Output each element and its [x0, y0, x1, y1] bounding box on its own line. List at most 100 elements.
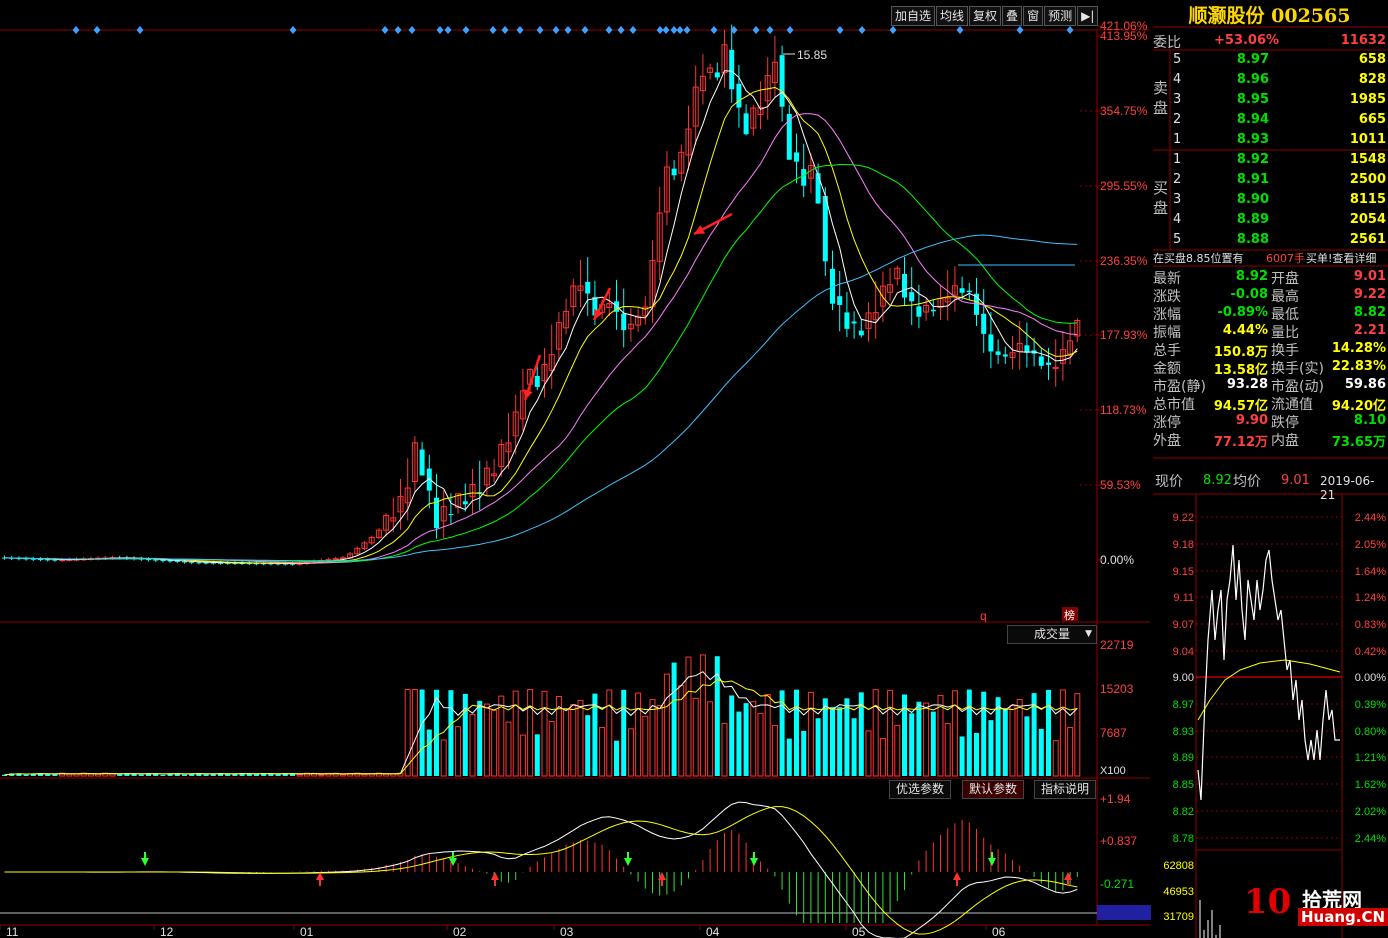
order-ratio-value: +53.06% [1214, 33, 1280, 48]
candle-body [45, 559, 51, 561]
watermark-number: 10 [1244, 882, 1292, 922]
candle-body [254, 563, 259, 565]
candle-body [52, 559, 58, 561]
candle-body [872, 312, 879, 321]
default-params-button[interactable]: 默认参数 [962, 780, 1025, 799]
volume-bar [23, 774, 29, 776]
x-axis-label-7: 06 [992, 925, 1006, 938]
intraday-pct-tick-11: 2.02% [1355, 806, 1386, 818]
quote-label2-9: 内盘 [1271, 433, 1299, 449]
volume-bar [736, 711, 742, 776]
intraday-pct-tick-6: 0.00% [1355, 672, 1386, 684]
volume-bar [189, 773, 195, 776]
toolbar-btn-1[interactable]: 均线 [936, 6, 969, 26]
main-pct-label-7: 59.53% [1100, 478, 1141, 492]
collapse-panel-button[interactable]: ▶| [1077, 6, 1099, 26]
intraday-price-tick-3: 9.11 [1173, 592, 1194, 604]
buy-volume-1: 1548 [1349, 152, 1386, 167]
signal-diamond [136, 26, 144, 34]
buy-level-4: 4 [1173, 212, 1182, 227]
toolbar-btn-3[interactable]: 叠 [1002, 6, 1023, 26]
toolbar-btn-5[interactable]: 预测 [1044, 6, 1077, 26]
candle-body [714, 72, 720, 78]
vol-tick-2: 7687 [1100, 726, 1127, 740]
toolbar-btn-2[interactable]: 复权 [969, 6, 1002, 26]
candle-body [469, 484, 476, 498]
volume-bar [959, 736, 965, 776]
signal-diamond [394, 26, 402, 34]
volume-bar [2, 774, 7, 776]
candle-body [685, 128, 692, 156]
marker-bang: 榜 [1064, 608, 1075, 622]
volume-bar [951, 690, 958, 777]
candle-body [815, 173, 821, 204]
chart-toolbar: 加自选 均线 复权叠窗预测 ▶| [891, 6, 1099, 26]
volume-bar [872, 689, 879, 777]
volume-bar [771, 724, 778, 777]
intraday-pct-tick-2: 1.64% [1355, 566, 1386, 578]
candle-body [902, 273, 907, 298]
volume-bar [38, 773, 43, 776]
buy-volume-5: 2561 [1349, 232, 1386, 247]
quote-value2-8: 8.10 [1353, 413, 1386, 428]
signal-diamond [462, 26, 470, 34]
volume-bar [102, 772, 109, 777]
intraday-pct-tick-12: 2.44% [1355, 833, 1386, 845]
candle-body [671, 168, 677, 176]
volume-bar [254, 774, 259, 776]
toolbar-btn-4[interactable]: 窗 [1023, 6, 1044, 26]
signal-diamond [858, 26, 866, 34]
volume-bar [534, 734, 540, 776]
candle-body [794, 152, 799, 162]
candle-body [887, 284, 894, 293]
volume-bar [469, 714, 476, 777]
volume-bar [160, 774, 166, 776]
volume-bar [599, 726, 606, 777]
candle-body [375, 529, 382, 538]
quote-label2-1: 最高 [1271, 289, 1299, 305]
volume-bar [614, 740, 619, 776]
candle-body [440, 506, 447, 522]
volume-bar [404, 689, 411, 777]
signal-diamond [381, 26, 389, 34]
main-pct-label-1: 413.95% [1100, 29, 1148, 43]
order-ratio-label: 委比 [1153, 35, 1181, 51]
main-pct-label-3: 295.55% [1100, 179, 1148, 193]
candle-body [462, 501, 468, 505]
volume-bar [807, 691, 814, 777]
volume-bar [174, 773, 180, 776]
large-order-notice-suffix[interactable]: 买单!查看详细 [1306, 252, 1377, 265]
candle-body [290, 563, 295, 565]
buy-level-1: 1 [1173, 152, 1182, 167]
candle-body [203, 562, 209, 564]
indicator-help-button[interactable]: 指标说明 [1034, 780, 1097, 799]
candle-body [477, 492, 483, 494]
large-order-notice-prefix[interactable]: 在买盘8.85位置有 [1153, 252, 1244, 265]
volume-bar [786, 738, 792, 776]
signal-diamond [72, 26, 80, 34]
volume-bar [232, 773, 238, 776]
signal-diamond [766, 26, 774, 34]
candle-body [743, 113, 749, 135]
buy-signal-arrow [1064, 872, 1072, 880]
intraday-price-tick-8: 8.93 [1173, 726, 1194, 738]
volume-bar [981, 691, 987, 776]
peak-price-label: 15.85 [797, 48, 827, 62]
sell-level-3: 3 [1173, 92, 1182, 107]
volume-indicator-select[interactable]: 成交量 ▼ [1007, 625, 1097, 644]
x-axis-label-2: 01 [300, 925, 314, 938]
volume-bar [685, 656, 692, 777]
intraday-price-tick-7: 8.97 [1173, 699, 1194, 711]
candle-body [1038, 356, 1044, 366]
volume-bar [555, 695, 562, 777]
toolbar-btn-0[interactable]: 加自选 [891, 6, 936, 26]
stock-title: 顺灏股份 002565 [1188, 5, 1351, 27]
candle-body [534, 375, 540, 387]
volume-bar [837, 707, 843, 776]
large-order-notice-qty[interactable]: 6007手 [1266, 252, 1305, 265]
candle-body [966, 290, 972, 293]
volume-bar [1059, 689, 1066, 777]
optimize-params-button[interactable]: 优选参数 [889, 780, 952, 799]
candle-body [642, 306, 649, 317]
